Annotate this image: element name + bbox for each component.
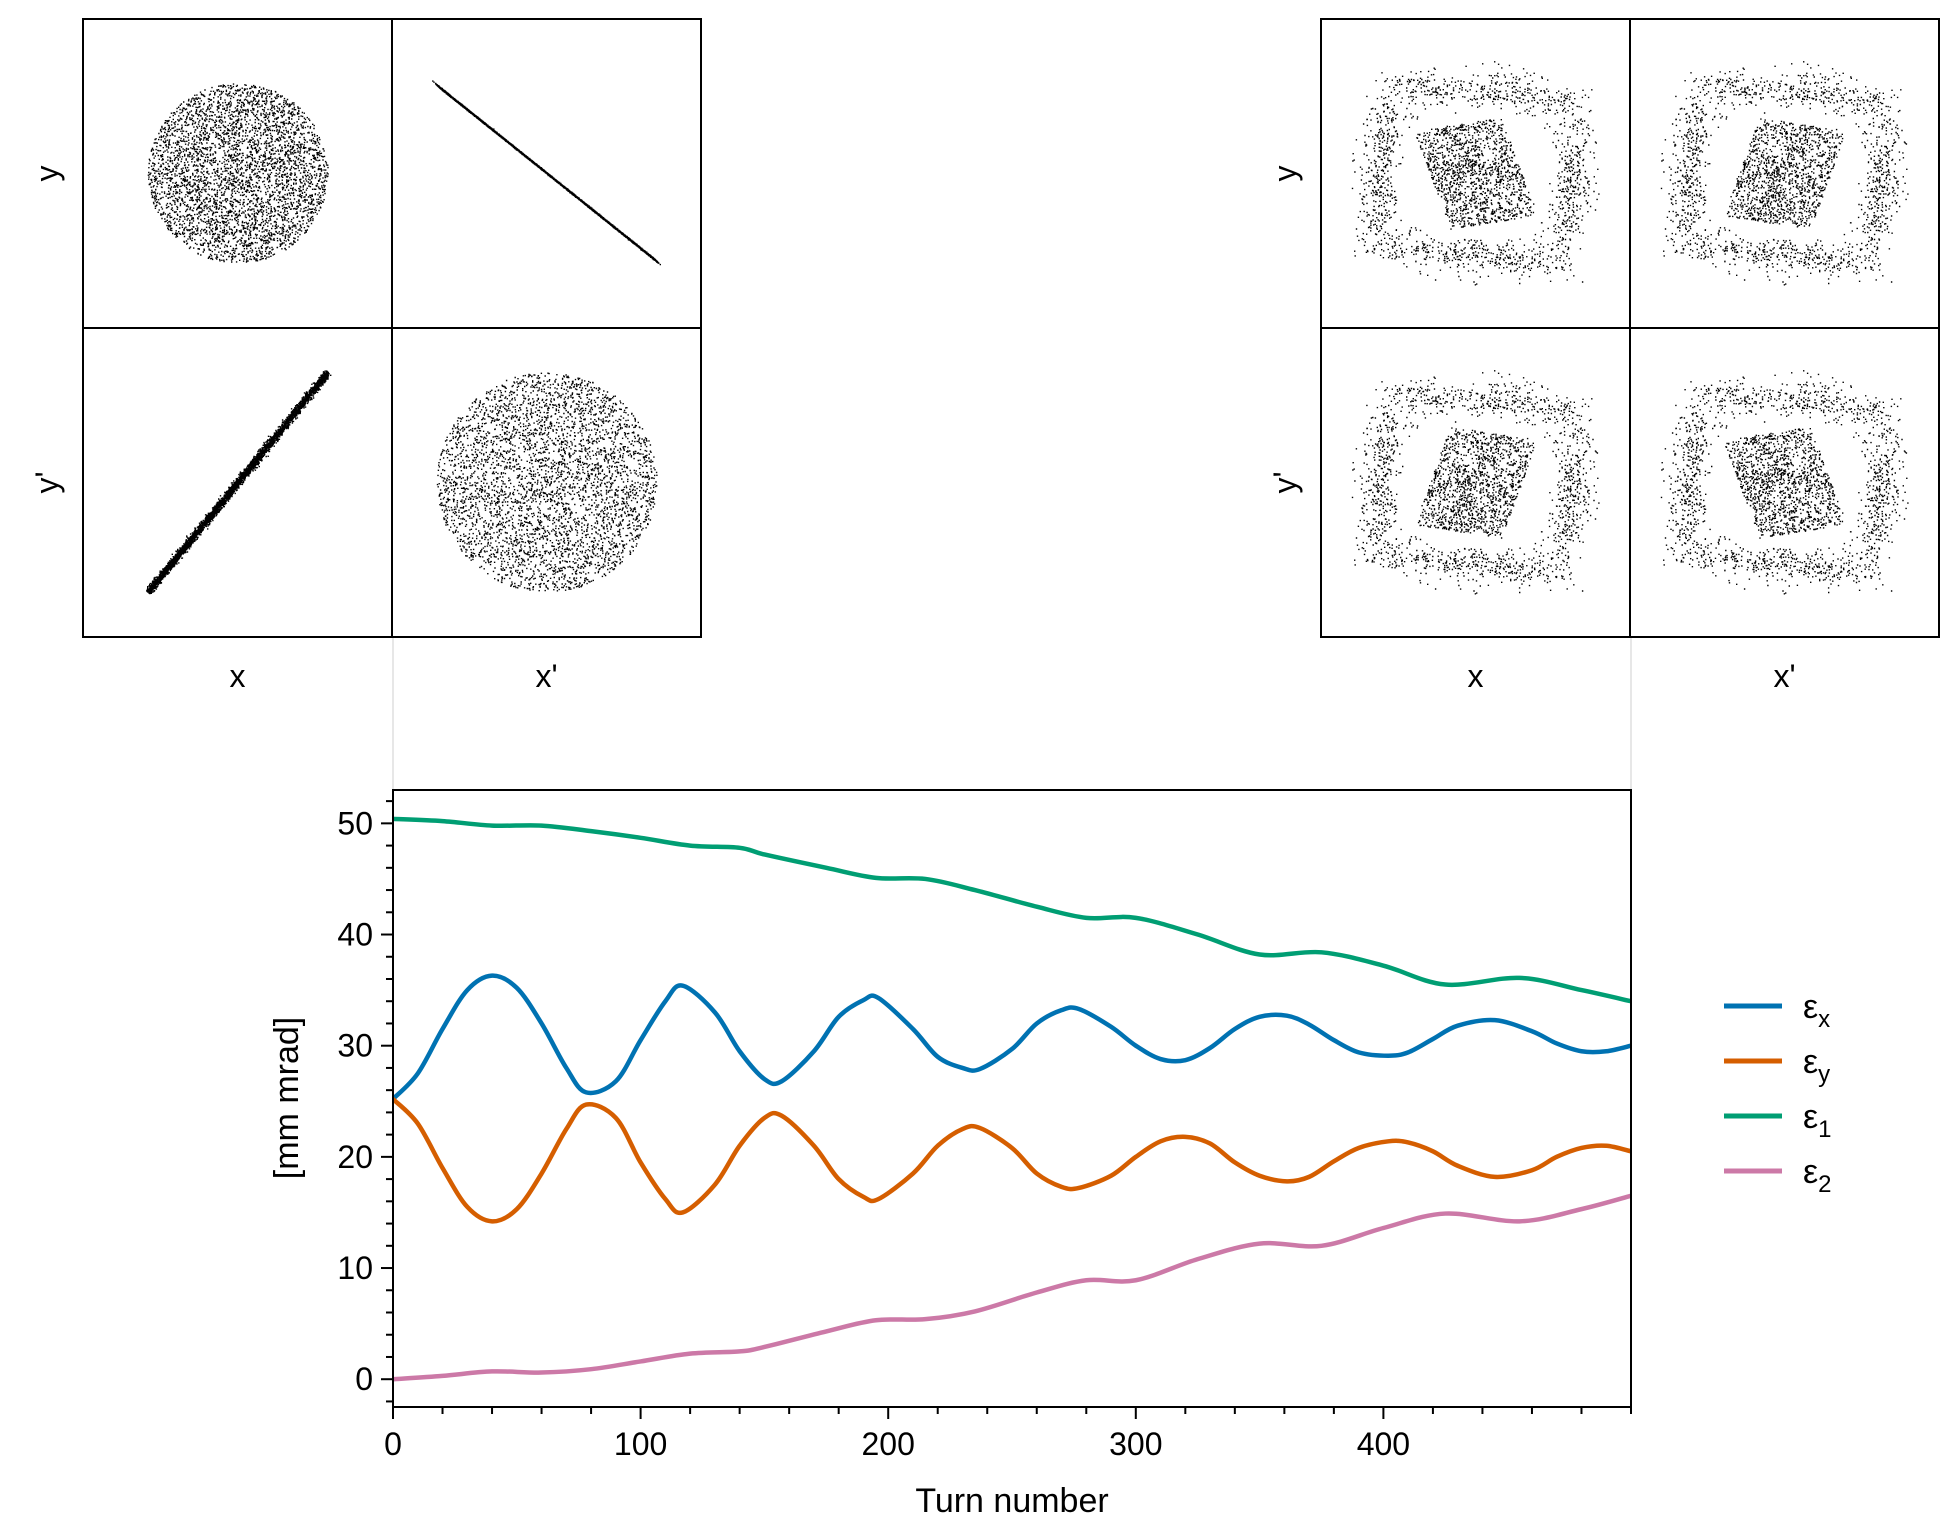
corner-cell-frame bbox=[1629, 18, 1940, 329]
corner-cell-frame bbox=[1320, 327, 1631, 638]
scatter-cell-x-y bbox=[147, 83, 329, 263]
y-tick-label: 20 bbox=[337, 1139, 373, 1175]
emittance-line-chart: 0 100 200 300 400 0 10 20 30 40 50 Turn number [m… bbox=[268, 789, 1832, 1520]
scatter-cell-x'-y' bbox=[436, 372, 658, 592]
y-axis-label: [mm mrad] bbox=[268, 1017, 306, 1179]
x-tick-label: 100 bbox=[614, 1426, 667, 1462]
scatter-cell-x'-y bbox=[1660, 61, 1909, 286]
corner-x-label: x' bbox=[535, 658, 557, 694]
initial-distribution-corner-plot: x x' y y' bbox=[29, 18, 702, 694]
y-tick-label: 50 bbox=[337, 805, 373, 841]
legend-label: εy bbox=[1803, 1043, 1830, 1088]
legend-item-y: εy bbox=[1724, 1043, 1830, 1088]
corner-cell-frame bbox=[1629, 327, 1940, 638]
scatter-cell-x'-y' bbox=[1660, 370, 1909, 595]
corner-x-label: x bbox=[1468, 658, 1484, 694]
x-tick-label: 300 bbox=[1109, 1426, 1162, 1462]
y-tick-label: 0 bbox=[355, 1361, 373, 1397]
legend-item-1: ε1 bbox=[1724, 1098, 1832, 1143]
y-tick-label: 40 bbox=[337, 917, 373, 953]
x-tick-label: 400 bbox=[1357, 1426, 1410, 1462]
x-tick-label: 0 bbox=[384, 1426, 402, 1462]
y-tick-label: 30 bbox=[337, 1028, 373, 1064]
y-tick-label: 10 bbox=[337, 1250, 373, 1286]
final-distribution-corner-plot: x x' y y' bbox=[1267, 18, 1940, 694]
corner-y-label: y' bbox=[1267, 471, 1303, 493]
corner-y-label: y bbox=[29, 166, 65, 182]
x-tick-label: 200 bbox=[862, 1426, 915, 1462]
series-line-y bbox=[393, 1096, 1631, 1224]
legend-label: ε2 bbox=[1803, 1153, 1832, 1198]
legend-item-2: ε2 bbox=[1724, 1153, 1832, 1198]
x-axis: 0 100 200 300 400 bbox=[384, 1407, 1632, 1462]
scatter-cell-x-y' bbox=[146, 370, 332, 595]
legend-item-x: εx bbox=[1724, 988, 1830, 1033]
legend-label: εx bbox=[1803, 988, 1830, 1033]
series-line-2 bbox=[393, 1193, 1631, 1382]
corner-y-label: y bbox=[1267, 166, 1303, 182]
corner-y-label: y' bbox=[29, 471, 65, 493]
legend: εx εy ε1 ε2 bbox=[1724, 988, 1832, 1198]
series-line-x bbox=[393, 973, 1631, 1102]
plot-frame bbox=[392, 789, 1632, 1408]
x-axis-label: Turn number bbox=[915, 1482, 1108, 1520]
scatter-cell-x'-y bbox=[432, 80, 661, 266]
series-lines bbox=[393, 816, 1631, 1382]
corner-x-label: x bbox=[230, 658, 246, 694]
series-line-1 bbox=[393, 816, 1631, 1004]
legend-label: ε1 bbox=[1803, 1098, 1832, 1143]
scatter-cell-x-y bbox=[1351, 61, 1600, 286]
scatter-points bbox=[146, 80, 661, 595]
corner-x-label: x' bbox=[1773, 658, 1795, 694]
corner-cell-frame bbox=[391, 327, 702, 638]
y-axis: 0 10 20 30 40 50 bbox=[337, 800, 393, 1403]
scatter-cell-x-y' bbox=[1351, 370, 1600, 595]
scatter-points bbox=[1351, 61, 1909, 595]
